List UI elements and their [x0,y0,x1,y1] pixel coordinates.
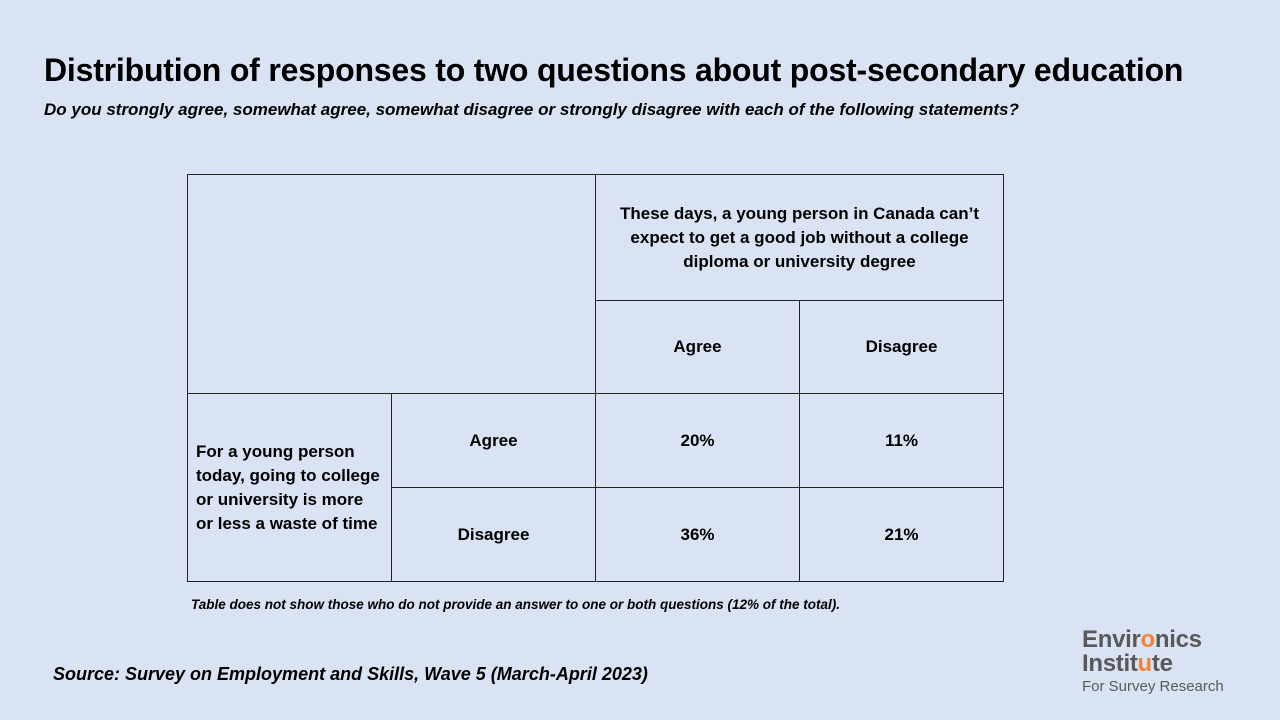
page-subtitle: Do you strongly agree, somewhat agree, s… [44,100,1019,119]
table-footnote: Table does not show those who do not pro… [191,597,841,612]
column-question-header: These days, a young person in Canada can… [595,174,1004,301]
logo-line-3: For Survey Research [1082,678,1224,695]
cell-agree-disagree: 11% [799,393,1004,488]
row-header-agree: Agree [391,393,596,488]
cell-disagree-disagree: 21% [799,487,1004,582]
page-title: Distribution of responses to two questio… [44,52,1184,88]
cell-disagree-agree: 36% [595,487,800,582]
cell-agree-agree: 20% [595,393,800,488]
logo-line-2: Institute [1082,650,1173,677]
column-header-disagree: Disagree [799,300,1004,394]
row-question-header: For a young person today, going to colle… [187,393,392,582]
logo-line-1: Environics [1082,626,1202,653]
column-header-agree: Agree [595,300,800,394]
row-header-disagree: Disagree [391,487,596,582]
source-note: Source: Survey on Employment and Skills,… [53,664,648,684]
crosstab-table: These days, a young person in Canada can… [187,174,1004,582]
environics-logo: Environics Institute For Survey Research [1082,628,1224,696]
empty-corner-cell [187,174,596,394]
